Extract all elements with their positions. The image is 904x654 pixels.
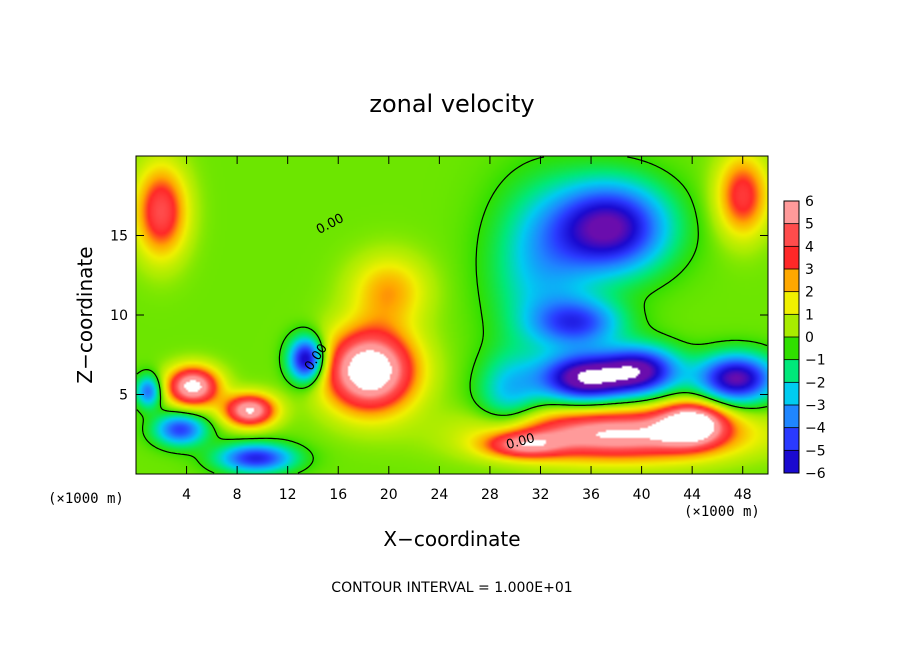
- colorbar-swatch: [784, 382, 799, 406]
- x-tick-label: 20: [380, 487, 398, 503]
- x-tick-label: 28: [481, 487, 499, 503]
- x-tick-label: 36: [582, 487, 600, 503]
- colorbar-label: −3: [805, 398, 826, 414]
- colorbar-label: 0: [805, 330, 814, 346]
- colorbar-label: 5: [805, 217, 814, 233]
- y-tick-label: 10: [110, 308, 128, 324]
- x-tick-label: 8: [233, 487, 242, 503]
- colorbar-label: 1: [805, 307, 814, 323]
- colorbar-swatch: [784, 269, 799, 293]
- x-tick-label: 4: [182, 487, 191, 503]
- colorbar-swatch: [784, 314, 799, 338]
- x-tick-label: 24: [430, 487, 448, 503]
- zero-contour-path: [136, 156, 768, 474]
- colorbar-label: −5: [805, 443, 826, 459]
- y-axis-label: Z−coordinate: [73, 246, 97, 383]
- colorbar-swatch: [784, 359, 799, 383]
- velocity-field: [136, 156, 768, 474]
- colorbar-swatch: [784, 450, 799, 474]
- x-tick-label: 44: [683, 487, 701, 503]
- zero-contours: [136, 156, 768, 474]
- x-unit-right: (×1000 m): [684, 504, 760, 520]
- x-tick-label: 12: [279, 487, 297, 503]
- colorbar-label: −4: [805, 421, 826, 437]
- x-tick-label: 48: [734, 487, 752, 503]
- y-tick-label: 15: [110, 229, 128, 245]
- colorbar: 6 5 4 3 2 1 0 −1 −2 −3 −4 −5 −6: [783, 194, 826, 482]
- plot-area: 0.000.000.00 4 8 12 16 20 24 28 32 36 40 44 48 5101…: [110, 155, 769, 503]
- x-axis-label: X−coordinate: [383, 527, 520, 551]
- colorbar-swatch: [784, 427, 799, 451]
- colorbar-swatch: [784, 223, 799, 247]
- contour-interval-note: CONTOUR INTERVAL = 1.000E+01: [331, 580, 572, 596]
- contour-label: 0.00: [505, 431, 537, 453]
- colorbar-label: 3: [805, 262, 814, 278]
- x-tick-label: 40: [633, 487, 651, 503]
- colorbar-label: 6: [805, 194, 814, 210]
- colorbar-swatch: [784, 405, 799, 429]
- colorbar-swatch: [784, 246, 799, 270]
- colorbar-label: −2: [805, 375, 826, 391]
- x-tick-label: 16: [329, 487, 347, 503]
- y-tick-label: 5: [119, 388, 128, 404]
- colorbar-label: −6: [805, 466, 826, 482]
- colorbar-label: 4: [805, 239, 814, 255]
- colorbar-label: −1: [805, 353, 826, 369]
- colorbar-swatch: [784, 201, 799, 225]
- colorbar-swatch: [784, 337, 799, 361]
- chart-title: zonal velocity: [369, 90, 534, 118]
- y-axis-ticks: 5 10 15: [110, 229, 768, 404]
- x-unit-left: (×1000 m): [48, 491, 124, 507]
- colorbar-swatch: [784, 291, 799, 315]
- x-axis-ticks: 4 8 12 16 20 24 28 32 36 40 44 48: [182, 156, 752, 503]
- x-tick-label: 32: [532, 487, 550, 503]
- colorbar-label: 2: [805, 285, 814, 301]
